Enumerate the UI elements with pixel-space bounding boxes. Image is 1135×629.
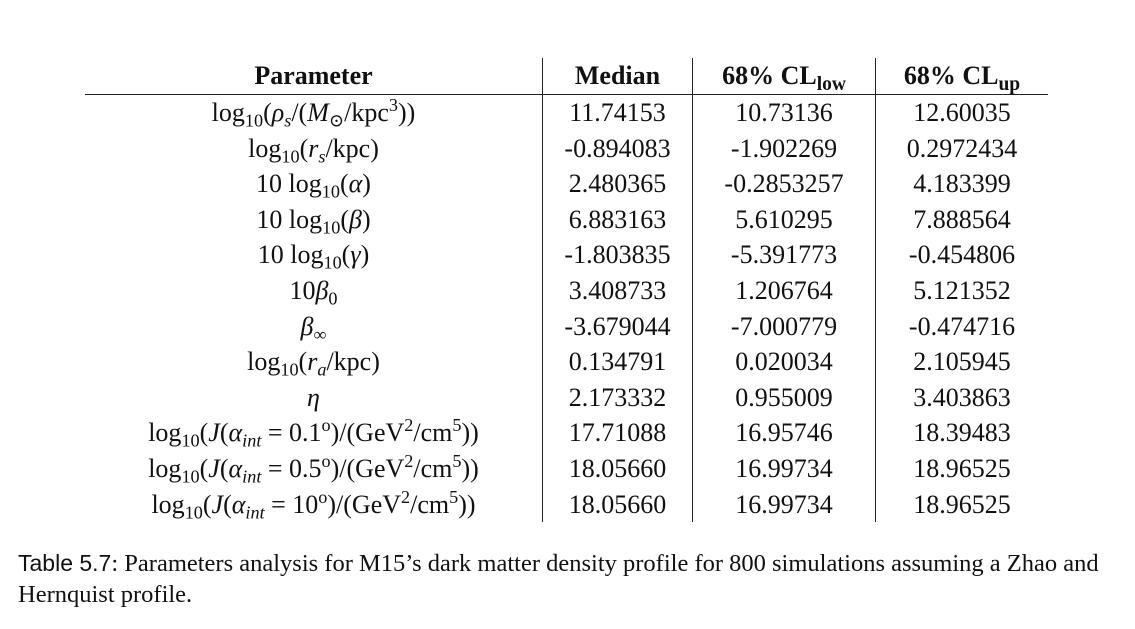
table-row: η 2.173332 0.955009 3.403863	[85, 379, 1048, 416]
median-cell: -3.679044	[542, 308, 693, 345]
caption-text: : Parameters analysis for M15’s dark mat…	[18, 550, 1099, 608]
median-cell: 6.883163	[542, 201, 693, 238]
cl-up-cell: 18.39483	[875, 415, 1048, 451]
table-row: 10 log10(α) 2.480365 -0.2853257 4.183399	[85, 166, 1048, 202]
table-row: log10(J(αint = 0.1o)/(GeV2/cm5)) 17.7108…	[85, 415, 1048, 451]
median-cell: 11.74153	[542, 94, 693, 131]
table-row: log10(ra/kpc) 0.134791 0.020034 2.105945	[85, 344, 1048, 380]
median-cell: 2.173332	[542, 379, 693, 416]
cl-low-cell: -5.391773	[692, 237, 876, 273]
cl-low-cell: 10.73136	[692, 94, 876, 131]
table-row: 10β0 3.408733 1.206764 5.121352	[85, 272, 1048, 309]
cl-up-cell: 3.403863	[875, 379, 1048, 416]
parameter-cell: 10β0	[289, 275, 338, 309]
header-cl-low: 68% CLlow	[692, 58, 876, 95]
table-row: 10 log10(β) 6.883163 5.610295 7.888564	[85, 201, 1048, 238]
median-cell: 17.71088	[542, 415, 693, 451]
median-cell: 18.05660	[542, 450, 693, 487]
header-parameter: Parameter	[85, 58, 543, 95]
table-row: log10(J(αint = 0.5o)/(GeV2/cm5)) 18.0566…	[85, 450, 1048, 487]
median-cell: 3.408733	[542, 272, 693, 309]
parameter-cell: 10 log10(α)	[256, 169, 371, 202]
table-header-row: Parameter Median 68% CLlow 68% CLup	[85, 58, 1048, 95]
cl-up-cell: 7.888564	[875, 201, 1048, 238]
parameter-cell: log10(J(αint = 0.5o)/(GeV2/cm5))	[148, 450, 479, 487]
parameter-cell: log10(J(αint = 10o)/(GeV2/cm5))	[151, 486, 476, 522]
table-row: log10(J(αint = 10o)/(GeV2/cm5)) 18.05660…	[85, 486, 1048, 523]
cl-up-cell: -0.474716	[875, 308, 1048, 345]
cl-low-cell: 16.99734	[692, 450, 876, 487]
parameter-cell: log10(J(αint = 0.1o)/(GeV2/cm5))	[148, 415, 479, 451]
cl-low-cell: 0.020034	[692, 344, 876, 380]
parameter-cell: 10 log10(γ)	[257, 240, 370, 273]
header-cl-up: 68% CLup	[875, 58, 1048, 95]
table-row: 10 log10(γ) -1.803835 -5.391773 -0.45480…	[85, 237, 1048, 273]
table-row: log10(rs/kpc) -0.894083 -1.902269 0.2972…	[85, 130, 1048, 167]
cl-up-cell: 18.96525	[875, 450, 1048, 487]
cl-up-cell: 18.96525	[875, 486, 1048, 523]
parameter-cell: log10(ρs/(M⊙/kpc3))	[211, 95, 416, 131]
cl-up-cell: 5.121352	[875, 272, 1048, 309]
cl-low-cell: 5.610295	[692, 201, 876, 238]
parameter-cell: β∞	[300, 311, 327, 345]
cl-up-cell: 0.2972434	[875, 130, 1048, 167]
cl-low-cell: -0.2853257	[692, 166, 876, 202]
cl-low-cell: -7.000779	[692, 308, 876, 345]
median-cell: -1.803835	[542, 237, 693, 273]
cl-low-cell: -1.902269	[692, 130, 876, 167]
cl-up-cell: 2.105945	[875, 344, 1048, 380]
median-cell: 18.05660	[542, 486, 693, 523]
median-cell: 2.480365	[542, 166, 693, 202]
median-cell: -0.894083	[542, 130, 693, 167]
table-caption: Table 5.7: Parameters analysis for M15’s…	[18, 548, 1123, 610]
caption-label: Table 5.7	[18, 550, 112, 576]
median-cell: 0.134791	[542, 344, 693, 380]
cl-up-cell: 12.60035	[875, 94, 1048, 131]
parameter-cell: 10 log10(β)	[256, 204, 371, 238]
parameters-table: Parameter Median 68% CLlow 68% CLup log1…	[85, 58, 1048, 523]
cl-low-cell: 16.99734	[692, 486, 876, 523]
table-row: log10(ρs/(M⊙/kpc3)) 11.74153 10.73136 12…	[85, 94, 1048, 131]
header-median: Median	[542, 58, 693, 95]
cl-low-cell: 0.955009	[692, 379, 876, 416]
cl-low-cell: 16.95746	[692, 415, 876, 451]
parameter-cell: η	[307, 382, 320, 412]
cl-low-cell: 1.206764	[692, 272, 876, 309]
parameter-cell: log10(ra/kpc)	[247, 347, 380, 380]
cl-up-cell: 4.183399	[875, 166, 1048, 202]
cl-up-cell: -0.454806	[875, 237, 1048, 273]
table-row: β∞ -3.679044 -7.000779 -0.474716	[85, 308, 1048, 345]
parameter-cell: log10(rs/kpc)	[248, 133, 379, 167]
